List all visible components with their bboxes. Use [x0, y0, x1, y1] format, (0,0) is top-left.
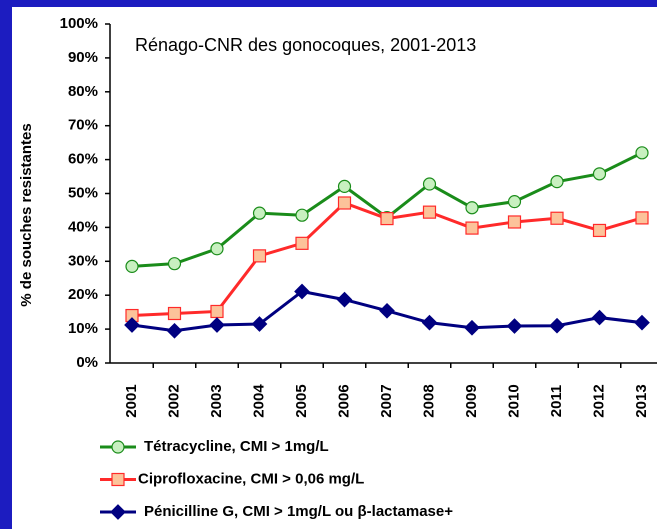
- y-tick-label: 20%: [68, 286, 98, 303]
- y-tick-label: 50%: [68, 184, 98, 201]
- data-point: [421, 314, 438, 331]
- data-point: [125, 259, 139, 273]
- frame-top: [0, 0, 657, 7]
- y-tick-label: 80%: [68, 83, 98, 100]
- y-tick-label: 100%: [60, 15, 98, 32]
- frame-left: [0, 0, 12, 529]
- data-point: [166, 322, 183, 339]
- data-point: [635, 211, 649, 225]
- x-tick-label: 2008: [420, 384, 437, 417]
- data-point: [549, 317, 565, 334]
- data-point: [337, 179, 352, 193]
- legend-marker: [110, 504, 126, 520]
- data-point: [336, 291, 353, 308]
- data-point: [209, 317, 225, 333]
- data-point: [210, 242, 224, 256]
- data-point: [210, 304, 224, 319]
- data-point: [337, 196, 352, 210]
- data-point: [591, 309, 608, 326]
- data-point: [592, 223, 607, 238]
- data-point: [592, 167, 607, 181]
- legend-label: Ciprofloxacine, CMI > 0,06 mg/L: [138, 470, 364, 487]
- data-point: [380, 211, 394, 226]
- data-point: [252, 206, 267, 220]
- data-point: [124, 317, 140, 333]
- data-point: [252, 249, 267, 263]
- data-point: [251, 316, 268, 332]
- y-axis-label: % de souches resistantes: [18, 123, 35, 306]
- x-tick-label: 2005: [293, 384, 310, 417]
- y-tick-label: 10%: [68, 320, 98, 337]
- y-tick-label: 30%: [68, 252, 98, 269]
- data-point: [550, 211, 564, 225]
- y-tick-label: 40%: [68, 218, 98, 235]
- x-tick-label: 2009: [463, 384, 480, 417]
- y-tick-label: 60%: [68, 151, 98, 168]
- data-point: [422, 177, 437, 191]
- data-point: [379, 302, 395, 319]
- legend-marker: [111, 440, 125, 454]
- y-tick-label: 70%: [68, 117, 98, 134]
- x-tick-label: 2004: [250, 384, 267, 418]
- legend-label: Pénicilline G, CMI > 1mg/L ou β-lactamas…: [144, 503, 453, 520]
- x-tick-label: 2006: [335, 384, 352, 417]
- data-point: [465, 201, 479, 215]
- data-point: [550, 175, 564, 189]
- data-point: [506, 318, 523, 334]
- data-point: [294, 283, 310, 300]
- x-tick-label: 2007: [378, 384, 395, 417]
- x-tick-label: 2011: [548, 385, 565, 418]
- data-point: [465, 221, 479, 235]
- data-point: [507, 215, 522, 229]
- data-point: [422, 205, 437, 219]
- legend-marker: [111, 472, 125, 487]
- data-point: [167, 306, 182, 321]
- x-tick-label: 2001: [123, 384, 140, 417]
- x-tick-label: 2002: [165, 384, 182, 417]
- annotation: Rénago-CNR des gonocoques, 2001-2013: [135, 35, 476, 55]
- data-point: [295, 208, 309, 222]
- data-point: [464, 319, 480, 336]
- x-tick-label: 2010: [505, 384, 522, 417]
- data-point: [507, 195, 522, 209]
- data-point: [295, 236, 309, 250]
- data-point: [167, 257, 182, 271]
- y-tick-label: 90%: [68, 49, 98, 66]
- legend-label: Tétracycline, CMI > 1mg/L: [144, 438, 329, 455]
- data-point: [635, 146, 649, 160]
- x-tick-label: 2013: [633, 384, 650, 417]
- data-point: [634, 314, 650, 331]
- x-tick-label: 2003: [208, 384, 225, 417]
- x-tick-label: 2012: [590, 384, 607, 417]
- y-tick-label: 0%: [76, 354, 98, 371]
